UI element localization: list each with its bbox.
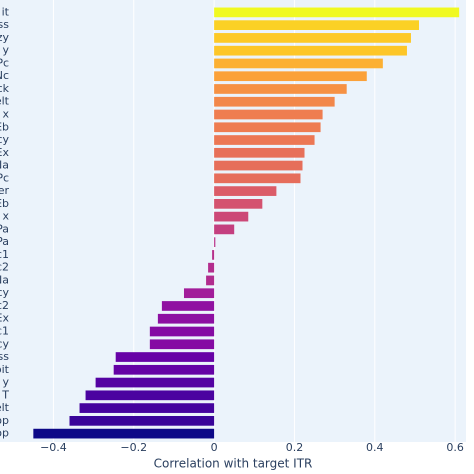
bar [206, 275, 215, 286]
bar [79, 403, 215, 413]
y-tick-label: Eb [0, 120, 9, 133]
bar [149, 339, 215, 350]
bar [214, 160, 303, 171]
bar [115, 352, 215, 362]
x-tick-label: 0.4 [366, 441, 384, 454]
x-tick-label: −0.2 [120, 441, 147, 454]
y-tick-label: er [0, 184, 9, 197]
y-tick-label: c1 [0, 325, 9, 338]
bar [214, 33, 411, 43]
y-tick-label: y [2, 376, 9, 389]
y-tick-label: ss [0, 18, 9, 31]
y-tick-label: op [0, 414, 9, 427]
y-tick-label: oit [0, 363, 10, 376]
bar [95, 377, 215, 388]
y-tick-label: Pc [0, 56, 9, 69]
bar [85, 390, 215, 401]
bar [69, 416, 215, 426]
y-tick-label: c2 [0, 299, 9, 312]
bar [214, 7, 460, 18]
bar [212, 250, 215, 260]
y-tick-label: Pa [0, 235, 9, 248]
y-tick-label: zy [0, 31, 9, 44]
y-tick-label: op [0, 427, 9, 440]
y-tick-label: x [2, 108, 9, 121]
bar [113, 364, 215, 375]
y-tick-label: T [1, 388, 9, 401]
bar [161, 301, 215, 311]
y-tick-label: c1 [0, 248, 9, 261]
bar [214, 186, 277, 196]
bar [214, 237, 216, 247]
y-tick-label: Pa [0, 222, 9, 235]
y-tick-label: Ex [0, 146, 9, 159]
y-tick-label: x [2, 210, 9, 223]
bar [183, 288, 215, 299]
y-tick-label: elt [0, 95, 10, 108]
bar [214, 58, 383, 69]
bar [214, 224, 235, 235]
bar [214, 173, 301, 184]
bar [214, 147, 305, 158]
x-tick-label: 0 [211, 441, 218, 454]
y-tick-label: Ex [0, 312, 9, 325]
y-tick-label: y [2, 44, 9, 57]
bar [214, 96, 335, 107]
bar [214, 84, 347, 94]
y-tick-label: elt [0, 401, 10, 414]
y-tick-label: c2 [0, 261, 9, 274]
y-tick-label: cy [0, 133, 9, 146]
bar [214, 135, 315, 145]
bar [214, 211, 249, 222]
y-tick-label: Na [0, 159, 9, 172]
y-tick-label: Nc [0, 69, 9, 82]
bar [33, 428, 215, 439]
bar [157, 313, 215, 324]
bar [214, 109, 323, 120]
y-tick-label: Pc [0, 171, 9, 184]
bar [149, 326, 215, 337]
y-tick-label: it [2, 5, 10, 18]
x-tick-label: −0.4 [40, 441, 67, 454]
y-tick-label: ss [0, 350, 9, 363]
y-tick-label: ck [0, 82, 10, 95]
bar [208, 262, 215, 273]
x-tick-label: 0.2 [286, 441, 304, 454]
bar [214, 20, 419, 30]
bar [214, 122, 321, 133]
y-tick-label: cy [0, 337, 9, 350]
y-tick-label: Eb [0, 197, 9, 210]
bar [214, 199, 263, 209]
x-tick-label: 0.6 [446, 441, 464, 454]
y-tick-label: cy [0, 286, 9, 299]
y-tick-label: Na [0, 273, 9, 286]
bar [214, 45, 407, 56]
x-axis-label: Correlation with target ITR [154, 457, 313, 471]
bar [214, 71, 367, 82]
